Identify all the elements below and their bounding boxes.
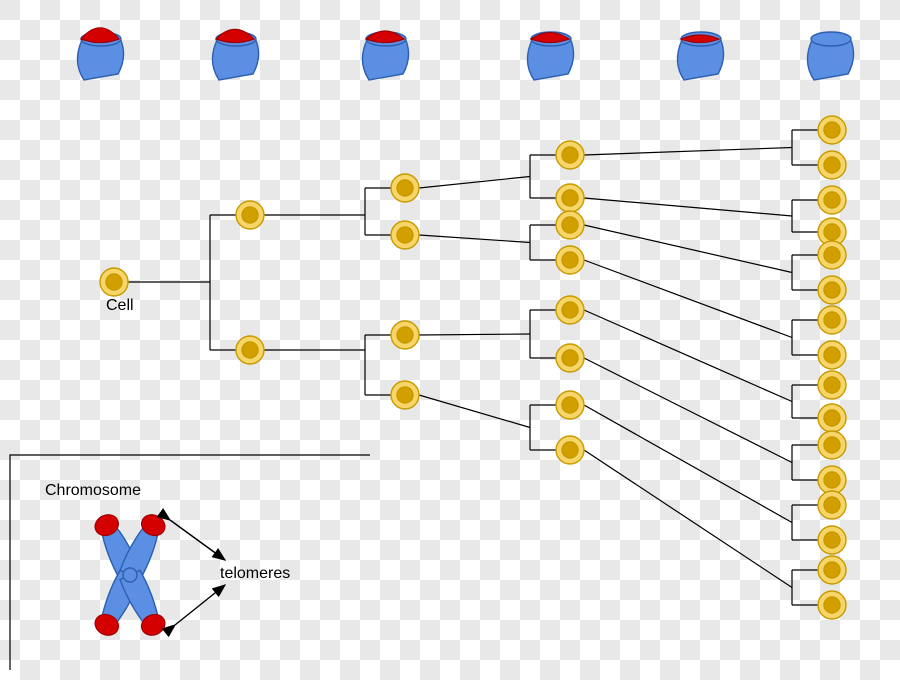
cell-node: [236, 336, 264, 364]
cell-node: [818, 276, 846, 304]
cell-node: [556, 436, 584, 464]
cell-node: [818, 526, 846, 554]
cell-node: [818, 116, 846, 144]
centromere: [123, 568, 137, 582]
cell-node: [818, 306, 846, 334]
cell-node: [556, 296, 584, 324]
cell-node: [556, 391, 584, 419]
telomere-icon: [677, 32, 723, 80]
cell-node: [818, 591, 846, 619]
telomere-icon: [212, 29, 258, 80]
diagram-canvas: Cell Chromosome telomeres: [0, 0, 900, 680]
telomere-icon: [77, 28, 123, 80]
root-cell: [100, 268, 128, 296]
cell-node: [818, 431, 846, 459]
cell-node: [818, 186, 846, 214]
cell-node: [818, 556, 846, 584]
telomere-icon: [362, 31, 408, 80]
cell-node: [236, 201, 264, 229]
cell-node: [818, 466, 846, 494]
cell-node: [818, 371, 846, 399]
cell-node: [391, 321, 419, 349]
cell-node: [391, 381, 419, 409]
cell-node: [556, 246, 584, 274]
cell-node: [818, 241, 846, 269]
cell-node: [818, 151, 846, 179]
cell-node: [556, 211, 584, 239]
telomere-icon: [527, 32, 573, 80]
telomere-icon: [807, 32, 853, 80]
cell-node: [556, 141, 584, 169]
chromosome-label: Chromosome: [45, 482, 141, 499]
cell-node: [391, 221, 419, 249]
cell-node: [818, 491, 846, 519]
cell-node: [556, 344, 584, 372]
cell-node: [391, 174, 419, 202]
telomeres-label: telomeres: [220, 565, 290, 582]
cell-node: [556, 184, 584, 212]
cell-node: [818, 341, 846, 369]
root-label: Cell: [106, 297, 134, 314]
cell-node: [818, 404, 846, 432]
